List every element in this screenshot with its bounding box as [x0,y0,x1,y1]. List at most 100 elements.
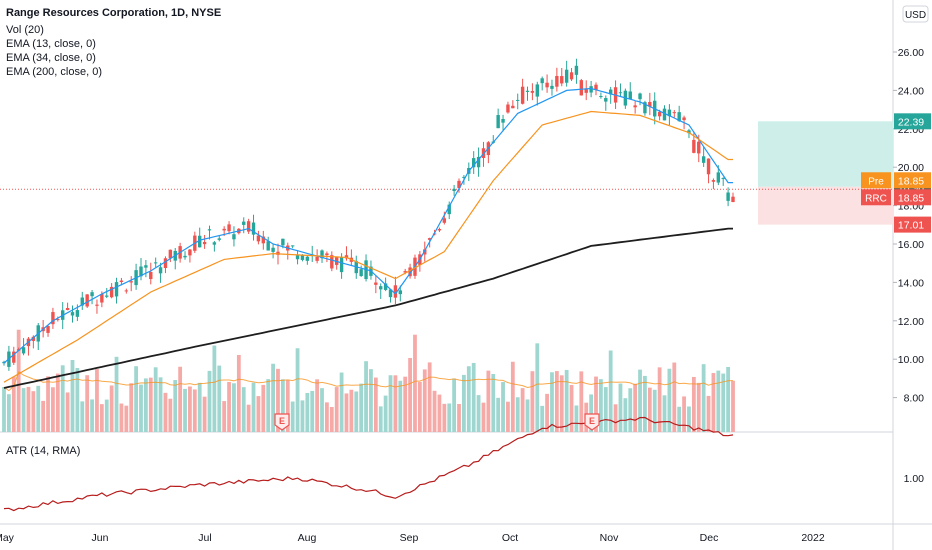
volume-bar [608,350,613,432]
candle-body [408,267,412,277]
currency-button[interactable]: USD [902,5,929,23]
price-label-box [894,189,931,206]
candle-body [555,75,559,87]
candle-body [393,285,398,298]
candle-body [207,229,212,231]
volume-bar [90,399,94,432]
volume-bar [545,393,549,432]
candle-body [662,108,667,121]
price-tag-text: RRC [865,193,887,204]
volume-bar [85,375,90,432]
volume-bar [119,403,124,432]
volume-bar [398,380,403,432]
candle-body [222,228,226,231]
time-tick-label: Sep [400,532,419,544]
earnings-icon[interactable] [584,413,600,431]
volume-bar [393,375,398,432]
volume-ma-line [3,371,734,392]
volume-bar [143,378,148,432]
volume-bar [173,380,178,432]
candle-body [105,295,109,297]
candle-body [388,289,393,298]
volume-bar [554,371,559,432]
price-tick-label: 16.00 [898,239,924,251]
candle-body [599,96,603,98]
volume-bar [667,368,672,432]
volume-bar [471,362,476,432]
candle-body [560,76,564,84]
volume-bar [359,383,364,432]
volume-bar [334,387,339,432]
volume-bar [442,403,447,432]
volume-bar [109,385,114,432]
earnings-label: E [589,416,595,426]
candle-body [633,105,637,108]
volume-bar [148,377,153,432]
volume-bar [197,382,202,432]
volume-bar [222,401,227,432]
candle-body [256,235,261,242]
volume-bar [6,394,11,432]
candle-body [330,255,334,269]
time-axis[interactable]: May Jun Jul Aug Sep Oct Nov Dec 2022 [0,532,825,544]
ema200-line [3,227,733,389]
candles [2,58,735,371]
candle-body [589,86,593,93]
price-axis[interactable]: 26.0024.0022.0020.0018.0016.0014.0012.00… [861,47,931,485]
volume-bar [510,361,515,432]
volume-bar [417,381,422,432]
candle-body [188,249,192,256]
volume-bar [295,348,300,432]
candle-body [496,115,500,129]
candle-body [300,254,305,260]
price-tick-label: 14.00 [898,277,924,289]
time-tick-label: May [0,532,15,544]
volume-bar [153,367,158,432]
volume-bar [447,403,452,432]
candle-body [403,271,407,273]
candle-body [457,180,461,189]
candle-body [325,253,329,256]
atr-label: ATR (14, RMA) [6,445,80,457]
volume-bar [344,393,349,432]
volume-bar [21,388,26,432]
volume-bar [31,391,36,432]
volume-bar [594,376,598,432]
price-tick-label: 8.00 [904,393,925,405]
volume-bar [202,396,207,432]
earnings-icon[interactable] [274,413,290,431]
volume-bar [638,369,642,432]
legend-vol: Vol (20) [6,24,44,36]
earnings-label: E [279,416,285,426]
volume-bar [672,362,677,432]
candle-body [379,286,383,290]
volume-bar [598,379,603,432]
price-tick-label: 26.00 [898,47,924,59]
candle-body [153,262,158,264]
price-label-box [894,172,931,189]
volume-bar [188,386,192,432]
volume-bar [501,382,505,432]
candle-body [31,336,36,341]
volume-bar [452,378,457,432]
volume-bar [207,370,212,432]
volume-bar [75,367,80,432]
volume-bar [466,366,471,432]
candle-body [501,118,505,123]
volume-bar [261,384,266,432]
volume-bar [647,387,652,432]
volume-bar [413,334,417,432]
candle-body [320,250,324,259]
legend-ema200: EMA (200, close, 0) [6,66,102,78]
volume-bar [687,406,691,432]
candle-body [564,69,569,83]
volume-bar [589,394,594,432]
candle-body [584,89,588,93]
candle-body [251,222,256,235]
volume-bar [104,399,109,432]
volume-bar [633,383,638,432]
candle-body [476,156,481,168]
volume-bar [163,392,168,432]
